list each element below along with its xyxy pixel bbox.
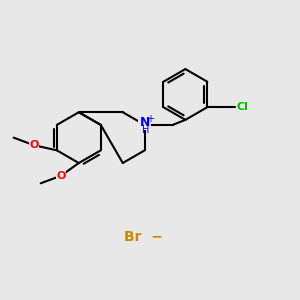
Text: N: N (140, 116, 150, 129)
Text: Br  −: Br − (124, 230, 163, 244)
Text: O: O (56, 171, 66, 181)
Text: +: + (146, 114, 154, 124)
Text: Cl: Cl (237, 102, 249, 112)
Text: H: H (142, 124, 149, 135)
Text: O: O (29, 140, 39, 150)
